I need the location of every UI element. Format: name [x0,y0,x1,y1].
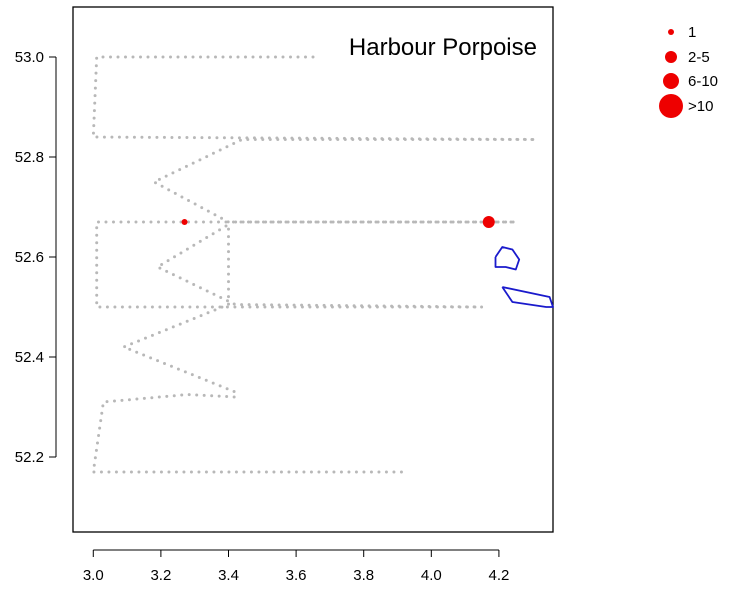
contour-layer [494,246,554,308]
x-tick-label: 3.4 [218,567,239,584]
legend: 1 2-5 6-10 >10 [659,24,718,118]
plot-area: Harbour Porpoise [72,6,554,533]
transect-track [91,55,537,474]
legend-marker-1 [668,29,674,35]
x-tick-label: 3.0 [83,567,104,584]
legend-label-4: >10 [688,98,713,115]
y-axis: 52.2 52.4 52.6 52.8 53.0 [15,49,57,466]
y-tick-label: 52.8 [15,149,44,166]
sighting-point-2 [482,216,495,228]
x-axis: 3.0 3.2 3.4 3.6 3.8 4.0 4.2 [83,549,509,584]
legend-marker-4 [659,94,683,118]
legend-marker-3 [663,73,679,89]
plot-frame [72,6,554,533]
legend-label-1: 1 [688,24,696,41]
chart-title: Harbour Porpoise [349,34,537,61]
y-tick-label: 53.0 [15,49,44,66]
legend-marker-2 [665,51,677,63]
x-tick-label: 4.0 [421,567,442,584]
sightings-layer [181,216,495,228]
y-tick-label: 52.2 [15,449,44,466]
y-tick-label: 52.4 [15,349,44,366]
contour-line-2 [501,286,554,308]
x-tick-label: 3.2 [150,567,171,584]
x-tick-label: 4.2 [488,567,509,584]
contour-line-1 [494,246,521,271]
legend-label-2: 2-5 [688,49,710,66]
x-tick-label: 3.8 [353,567,374,584]
x-tick-label: 3.6 [286,567,307,584]
sighting-point-1 [181,219,188,225]
y-tick-label: 52.6 [15,249,44,266]
legend-label-3: 6-10 [688,73,718,90]
transect-line [91,55,537,474]
